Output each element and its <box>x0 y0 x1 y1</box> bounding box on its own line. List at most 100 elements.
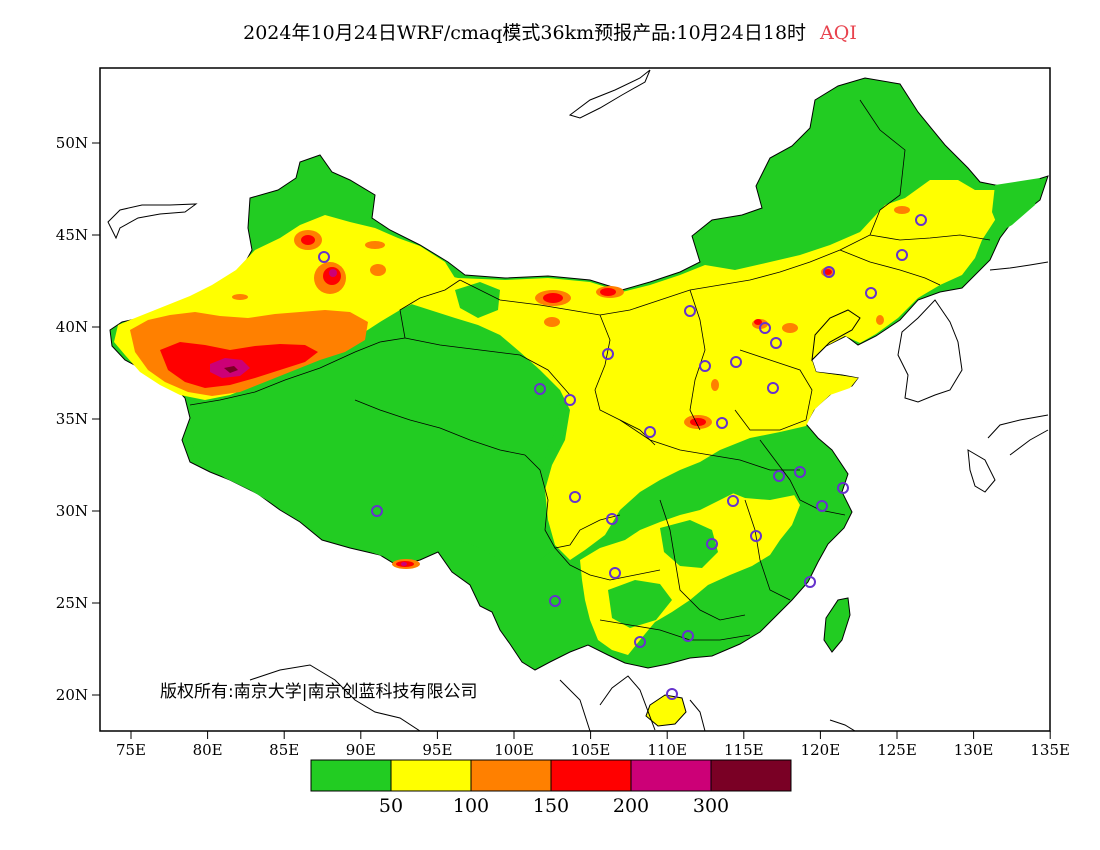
lake-baikal-outline <box>568 69 651 119</box>
aqi-orange-hotspot-12 <box>894 206 910 214</box>
lon-tick-label: 110E <box>647 741 687 759</box>
city-marker <box>602 348 614 360</box>
city-marker <box>915 214 927 226</box>
aqi-darkred-tarim <box>224 366 238 373</box>
city-marker <box>865 287 877 299</box>
city-marker <box>896 249 908 261</box>
city-marker <box>699 360 711 372</box>
boundary-shandong <box>734 349 813 431</box>
indochina-coast <box>559 675 706 731</box>
caspian-aral-outline <box>107 203 198 240</box>
lon-tick-label: 120E <box>801 741 841 759</box>
city-marker <box>644 426 656 438</box>
lon-tick-label: 135E <box>1030 741 1070 759</box>
aqi-orange-hotspot-15 <box>876 315 884 325</box>
city-marker <box>759 322 771 334</box>
boundary-jilin-liaoning <box>839 249 941 286</box>
latitude-axis: 50N 45N 40N 35N 30N 25N 20N <box>56 134 100 704</box>
city-marker <box>773 470 785 482</box>
lat-tick-label: 20N <box>56 686 88 704</box>
legend-label: 200 <box>613 795 649 817</box>
city-marker <box>318 251 330 263</box>
city-marker <box>770 337 782 349</box>
boundary-hunan-jiangxi <box>659 499 746 621</box>
city-marker <box>837 482 849 494</box>
legend-label: 50 <box>379 795 403 817</box>
city-marker <box>666 688 678 700</box>
lat-tick-label: 35N <box>56 410 88 428</box>
aqi-orange-hotspot-3 <box>370 264 386 276</box>
map-content: 版权所有:南京大学|南京创蓝科技有限公司 <box>107 69 1049 731</box>
copyright-text: 版权所有:南京大学|南京创蓝科技有限公司 <box>160 682 477 702</box>
aqi-purple-hotspot-2 <box>329 269 337 277</box>
aqi-green-south-patch-3 <box>608 580 672 628</box>
legend-swatch <box>630 759 712 792</box>
legend-swatch <box>310 759 392 792</box>
aqi-red-hotspot-1 <box>301 235 315 245</box>
lon-tick-label: 105E <box>571 741 611 759</box>
lon-tick-label: 125E <box>877 741 917 759</box>
aqi-legend: 50 100 150 200 300 <box>310 759 792 817</box>
india-coast <box>249 664 421 731</box>
lat-tick-label: 50N <box>56 134 88 152</box>
city-marker <box>634 636 646 648</box>
lat-tick-label: 30N <box>56 502 88 520</box>
legend-swatch <box>710 759 792 792</box>
city-marker <box>816 500 828 512</box>
lat-tick-label: 45N <box>56 226 88 244</box>
legend-label: 100 <box>453 795 489 817</box>
aqi-orange-hotspot-5 <box>232 294 248 300</box>
city-marker <box>609 567 621 579</box>
city-marker <box>549 595 561 607</box>
boundary-inner-mongolia <box>459 99 906 316</box>
japan-outline <box>967 414 1049 493</box>
boundary-heilongjiang-jilin <box>869 234 991 241</box>
lon-tick-label: 90E <box>346 741 376 759</box>
city-marker <box>823 266 835 278</box>
city-marker <box>730 356 742 368</box>
city-marker <box>750 530 762 542</box>
city-marker <box>606 513 618 525</box>
boundary-xinjiang-gansu <box>399 279 461 339</box>
city-marker <box>534 383 546 395</box>
city-marker <box>727 495 739 507</box>
boundary-tibet-qinghai <box>354 399 526 456</box>
aqi-orange-hotspot-4 <box>365 241 385 249</box>
aqi-orange-hotspot-8 <box>544 317 560 327</box>
province-boundaries <box>189 99 991 641</box>
city-marker <box>684 305 696 317</box>
taiwan-island <box>823 597 851 653</box>
city-marker <box>794 466 806 478</box>
aqi-red-hotspot-10 <box>754 319 762 325</box>
philippines-coast <box>829 719 856 731</box>
city-marker <box>564 394 576 406</box>
legend-label: 300 <box>693 795 729 817</box>
neighbour-coastlines <box>107 69 1049 731</box>
boundary-guangdong-guangxi <box>599 619 751 641</box>
lon-tick-label: 80E <box>193 741 223 759</box>
lon-tick-label: 95E <box>422 741 452 759</box>
city-markers <box>318 214 927 700</box>
city-marker <box>706 538 718 550</box>
legend-swatch <box>470 759 552 792</box>
boundary-qinghai-gansu <box>404 337 571 396</box>
aqi-green-plateau <box>192 338 560 565</box>
boundary-yunnan-guizhou <box>554 547 661 581</box>
city-marker <box>682 630 694 642</box>
lat-tick-label: 25N <box>56 594 88 612</box>
lon-tick-label: 130E <box>954 741 994 759</box>
map-title: 2024年10月24日WRF/cmaq模式36km预报产品:10月24日18时 A… <box>0 18 1100 45</box>
aqi-green-northeast-patch <box>992 178 1040 232</box>
legend-label: 150 <box>533 795 569 817</box>
city-marker <box>569 491 581 503</box>
variable-label: AQI <box>820 22 857 44</box>
longitude-axis: 75E 80E 85E 90E 95E 100E 105E 110E 115E 120E 125E 1… <box>116 731 1070 759</box>
map-title-text: 2024年10月24日WRF/cmaq模式36km预报产品:10月24日18时 <box>243 22 807 44</box>
lon-tick-label: 75E <box>116 741 146 759</box>
lon-tick-label: 100E <box>494 741 534 759</box>
city-marker <box>371 505 383 517</box>
primorye-coast <box>989 261 1049 271</box>
aqi-red-hotspot-9 <box>690 418 706 426</box>
city-marker <box>767 382 779 394</box>
